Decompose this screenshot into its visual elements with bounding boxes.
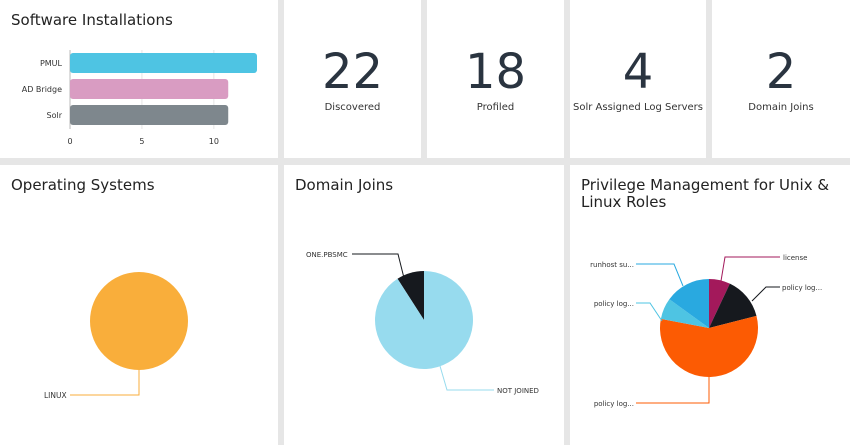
category-label: AD Bridge: [22, 85, 62, 94]
slice-label: policy log...: [782, 284, 822, 292]
stat-card-discovered[interactable]: 22 Discovered: [284, 0, 421, 158]
slice-label: LINUX: [44, 391, 67, 400]
pie-slice: [375, 271, 473, 369]
bar: [70, 53, 257, 73]
x-tick-label: 0: [67, 137, 72, 146]
pie-slice: [90, 272, 188, 370]
leader-line: [751, 286, 780, 302]
slice-label: ONE.PBSMC: [306, 251, 348, 259]
category-label: PMUL: [40, 59, 63, 68]
software-installations-chart: 0 5 10 PMUL AD Bridge Solr: [22, 50, 257, 146]
stat-value: 18: [464, 44, 527, 100]
slice-label: policy log...: [594, 300, 634, 308]
privilege-management-card: Privilege Management for Unix & Linux Ro…: [570, 165, 850, 445]
leader-line: [636, 302, 663, 322]
stat-label: Profiled: [476, 102, 515, 113]
pie-slice: [660, 315, 758, 378]
category-label: Solr: [47, 111, 63, 120]
stat-card-solr-log-servers[interactable]: 4 Solr Assigned Log Servers: [570, 0, 706, 158]
stat-card-domain-joins[interactable]: 2 Domain Joins: [712, 0, 850, 158]
stat-card-profiled[interactable]: 18 Profiled: [427, 0, 564, 158]
domain-joins-chart: ONE.PBSMC NOT JOINED: [306, 251, 539, 395]
slice-label: policy log...: [594, 400, 634, 408]
slice-label: license: [783, 254, 807, 262]
stat-label: Discovered: [324, 102, 381, 113]
x-tick-label: 10: [209, 137, 219, 146]
domain-joins-title: Domain Joins: [295, 176, 394, 194]
software-installations-title: Software Installations: [11, 11, 173, 29]
operating-systems-card: Operating Systems LINUX: [0, 165, 278, 445]
bar: [70, 105, 229, 125]
pie-slice: [660, 299, 709, 328]
domain-joins-card: Domain Joins ONE.PBSMC NOT JOINED: [284, 165, 564, 445]
privilege-management-title: Privilege Management for Unix & Linux Ro…: [581, 176, 830, 211]
slice-label: runhost su...: [590, 261, 634, 269]
pie-slice: [669, 279, 709, 328]
stat-value: 22: [321, 44, 384, 100]
operating-systems-title: Operating Systems: [11, 176, 155, 194]
stat-value: 2: [765, 44, 797, 100]
pie-slice: [709, 279, 730, 328]
bar: [70, 79, 229, 99]
software-installations-card: Software Installations 0 5 10 PMUL AD Bridge…: [0, 0, 278, 158]
leader-line: [352, 253, 406, 283]
leader-line: [720, 256, 780, 282]
stat-value: 4: [622, 44, 654, 100]
leader-line: [636, 377, 710, 404]
x-tick-label: 5: [139, 137, 144, 146]
pie-slice: [397, 271, 424, 320]
leader-line: [70, 370, 140, 396]
stat-label: Solr Assigned Log Servers: [573, 102, 703, 113]
slice-label: NOT JOINED: [497, 387, 539, 395]
privilege-management-chart: license policy log... policy log... policy …: [590, 254, 822, 408]
pie-slice: [709, 283, 757, 328]
leader-line: [439, 365, 494, 391]
leader-line: [636, 263, 684, 287]
stat-label: Domain Joins: [748, 102, 814, 113]
operating-systems-chart: LINUX: [44, 272, 188, 400]
